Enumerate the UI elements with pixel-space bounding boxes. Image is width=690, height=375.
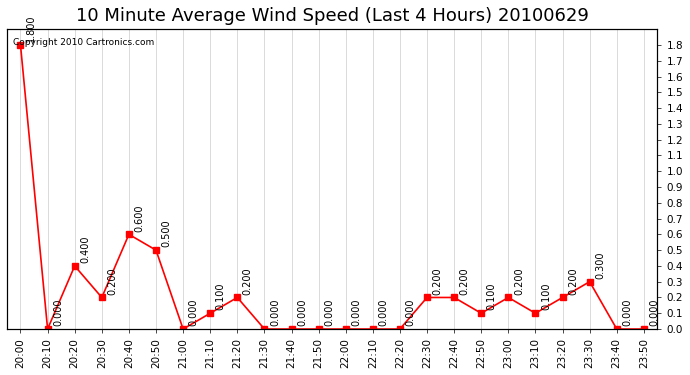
Title: 10 Minute Average Wind Speed (Last 4 Hours) 20100629: 10 Minute Average Wind Speed (Last 4 Hou… [76, 7, 589, 25]
Text: 0.000: 0.000 [188, 299, 199, 326]
Text: 1.800: 1.800 [26, 15, 36, 42]
Text: 0.100: 0.100 [216, 283, 226, 310]
Text: Copyright 2010 Cartronics.com: Copyright 2010 Cartronics.com [13, 38, 155, 47]
Text: 0.100: 0.100 [486, 283, 497, 310]
Text: 0.200: 0.200 [514, 267, 524, 295]
Text: 0.000: 0.000 [351, 299, 362, 326]
Text: 0.000: 0.000 [406, 299, 415, 326]
Text: 0.000: 0.000 [622, 299, 632, 326]
Text: 0.500: 0.500 [161, 220, 172, 248]
Text: 0.000: 0.000 [649, 299, 660, 326]
Text: 0.000: 0.000 [297, 299, 307, 326]
Text: 0.000: 0.000 [270, 299, 280, 326]
Text: 0.300: 0.300 [595, 251, 605, 279]
Text: 0.100: 0.100 [541, 283, 551, 310]
Text: 0.200: 0.200 [433, 267, 442, 295]
Text: 0.200: 0.200 [568, 267, 578, 295]
Text: 0.200: 0.200 [243, 267, 253, 295]
Text: 0.600: 0.600 [135, 204, 144, 232]
Text: 0.000: 0.000 [324, 299, 334, 326]
Text: 0.000: 0.000 [53, 299, 63, 326]
Text: 0.000: 0.000 [378, 299, 388, 326]
Text: 0.200: 0.200 [460, 267, 470, 295]
Text: 0.200: 0.200 [108, 267, 117, 295]
Text: 0.400: 0.400 [80, 236, 90, 263]
